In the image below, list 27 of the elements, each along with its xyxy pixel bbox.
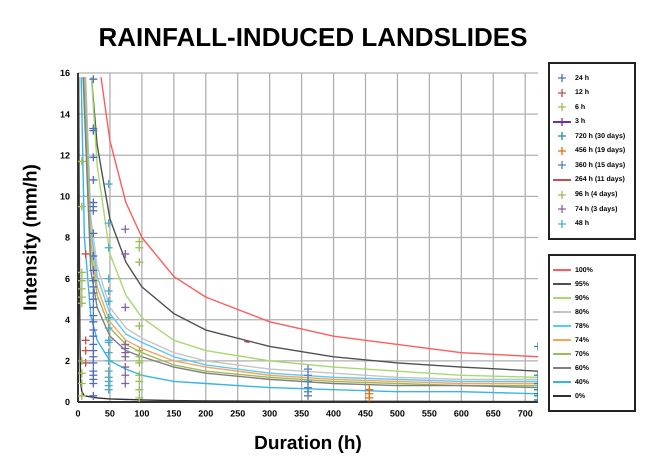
x-tick-label: 100: [134, 408, 150, 418]
x-tick-label: 450: [358, 408, 374, 418]
y-tick-label: 14: [60, 109, 70, 120]
x-tick-label: 50: [104, 408, 115, 418]
x-tick-label: 700: [518, 408, 533, 418]
y-tick-label: 2: [64, 356, 70, 366]
y-tick-label: 4: [64, 314, 70, 325]
y-tick-label: 6: [64, 274, 70, 284]
x-tick-label: 350: [294, 408, 310, 418]
x-axis-title: Duration (h): [254, 433, 362, 454]
chart-title: RAINFALL-INDUCED LANDSLIDES: [98, 22, 528, 53]
x-tick-label: 500: [390, 408, 405, 418]
x-tick-label: 550: [422, 408, 437, 418]
x-tick-label: 250: [230, 408, 246, 418]
x-tick-label: 300: [262, 408, 278, 418]
y-axis-title: Intensity (mm/h): [20, 164, 42, 311]
x-tick-label: 600: [454, 408, 469, 418]
x-tick-label: 400: [326, 408, 342, 418]
x-tick-label: 650: [486, 408, 501, 418]
x-tick-label: 0: [75, 408, 81, 418]
y-tick-label: 16: [60, 68, 70, 78]
y-tick-label: 12: [60, 150, 70, 160]
y-tick-label: 10: [60, 192, 70, 202]
y-tick-label: 8: [64, 232, 70, 243]
x-tick-label: 200: [198, 408, 214, 418]
x-tick-label: 150: [166, 408, 182, 418]
y-tick-label: 0: [64, 397, 70, 408]
